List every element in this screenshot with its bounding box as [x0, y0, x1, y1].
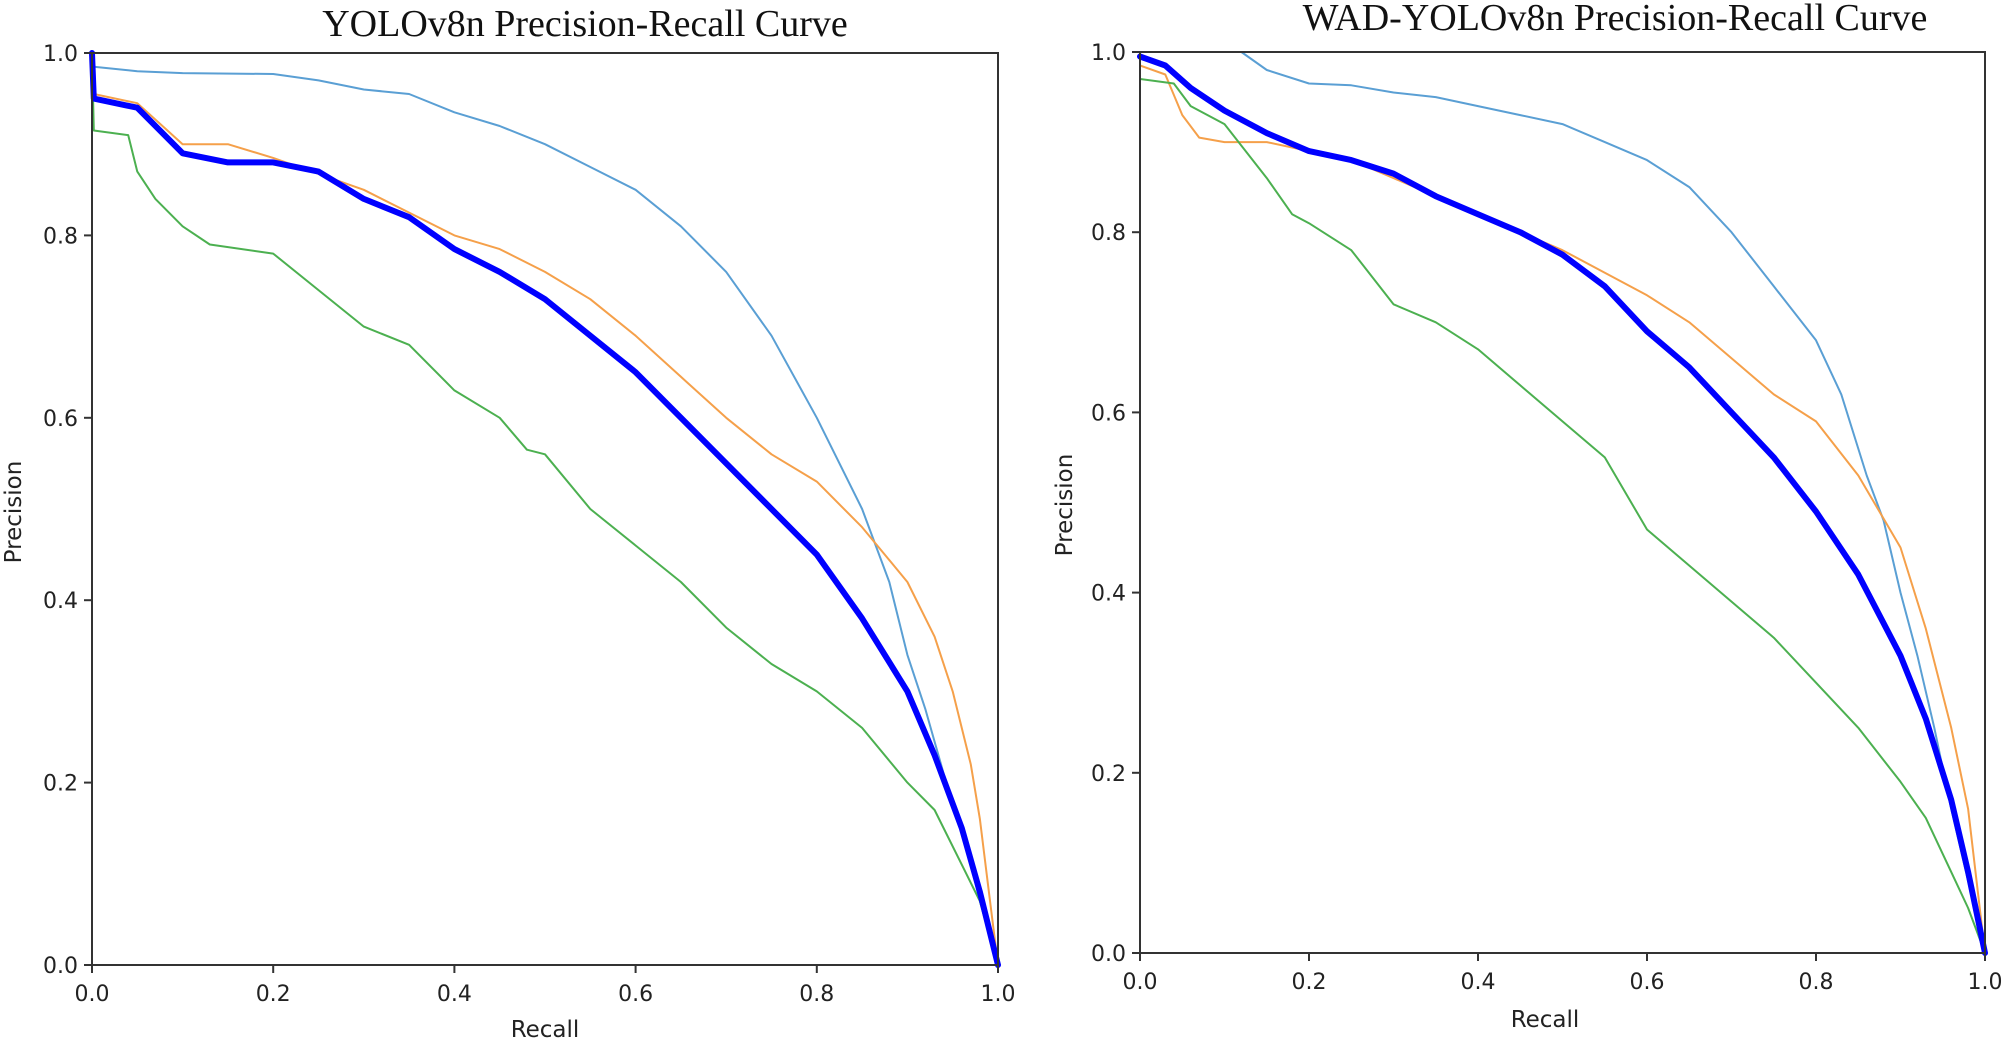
chart-right-xtick-label: 0.0	[1123, 970, 1158, 995]
chart-right: WAD-YOLOv8n Precision-Recall Curve Recal…	[1052, 0, 2003, 1033]
chart-right-series-class-c-line	[1139, 78, 1986, 954]
chart-left-xtick-label: 1.0	[981, 982, 1016, 1007]
chart-left-ytick-label: 0.2	[43, 772, 78, 797]
chart-right-ylabel: Precision	[1052, 454, 1078, 557]
chart-right-xtick-label: 0.6	[1630, 970, 1665, 995]
chart-right-ytick-label: 1.0	[1091, 41, 1126, 66]
chart-left-title: YOLOv8n Precision-Recall Curve	[322, 3, 848, 45]
chart-left-ytick-label: 0.8	[43, 224, 78, 249]
chart-right-ytick-label: 0.2	[1091, 762, 1126, 787]
chart-left-series-class-a-line	[91, 52, 999, 966]
chart-right-xtick-label: 0.2	[1292, 970, 1327, 995]
chart-left-xlabel: Recall	[511, 1017, 580, 1041]
chart-left-plot-area: 0.0 0.2 0.4 0.6 0.8 1.0 0.0 0.2 0.4 0.6 0.8 1.0	[43, 42, 1016, 1007]
chart-left-xtick-label: 0.8	[799, 982, 834, 1007]
chart-left-series-class-c-line	[91, 52, 999, 966]
chart-left-ytick-label: 1.0	[43, 42, 78, 67]
chart-right-ytick-label: 0.6	[1091, 401, 1126, 426]
chart-left-xtick-label: 0.4	[437, 982, 472, 1007]
chart-left-ylabel: Precision	[1, 461, 27, 564]
chart-left-xtick-label: 0.0	[75, 982, 110, 1007]
chart-left-axes-frame	[91, 52, 999, 966]
chart-left-ytick-label: 0.6	[43, 407, 78, 432]
chart-left-xtick-label: 0.2	[256, 982, 291, 1007]
chart-right-title: WAD-YOLOv8n Precision-Recall Curve	[1303, 0, 1928, 39]
chart-right-ytick-label: 0.0	[1091, 942, 1126, 967]
chart-right-axes-frame	[1139, 51, 1986, 954]
chart-left: YOLOv8n Precision-Recall Curve Recall Pr…	[1, 3, 1016, 1041]
chart-right-series-all-classes-line	[1137, 53, 1988, 956]
chart-right-series-class-b-line	[1139, 64, 1986, 954]
chart-left-ytick-label: 0.0	[43, 954, 78, 979]
chart-left-series-all-classes-line	[89, 50, 1001, 968]
chart-right-xtick-label: 0.4	[1461, 970, 1496, 995]
chart-left-series-class-b-line	[91, 52, 999, 966]
chart-left-ytick-label: 0.4	[43, 589, 78, 614]
chart-right-xtick-label: 0.8	[1799, 970, 1834, 995]
chart-right-series-class-a-line	[1206, 51, 1986, 954]
chart-right-ytick-label: 0.8	[1091, 221, 1126, 246]
chart-right-ytick-label: 0.4	[1091, 582, 1126, 607]
chart-right-plot-area: 0.0 0.2 0.4 0.6 0.8 1.0 0.0 0.2 0.4 0.6 0.8 1.0	[1091, 41, 2003, 995]
chart-right-xtick-label: 1.0	[1968, 970, 2003, 995]
chart-right-xlabel: Recall	[1511, 1007, 1580, 1033]
chart-left-xtick-label: 0.6	[618, 982, 653, 1007]
